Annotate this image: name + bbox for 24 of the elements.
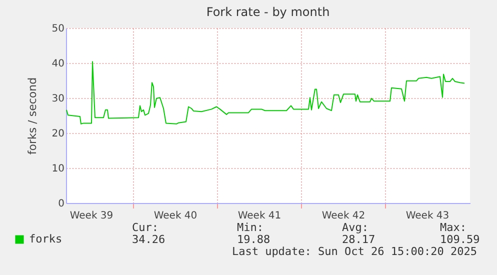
text: 19.88	[237, 233, 270, 246]
x-tick-label: Week 41	[238, 210, 282, 222]
y-tick-label: 0	[58, 198, 64, 210]
text: Avg:	[342, 221, 368, 234]
x-tick-label: Week 40	[154, 210, 198, 222]
text: 109.59	[440, 233, 480, 246]
text: Last update: Sun Oct 26 15:00:20 2025	[232, 245, 477, 258]
text: 34.26	[132, 233, 166, 246]
y-tick-label: 50	[52, 24, 64, 34]
legend-label: forks	[29, 232, 62, 246]
x-tick-label: Week 39	[70, 210, 114, 222]
y-tick-label: 40	[52, 58, 64, 70]
text: Min:	[237, 221, 264, 234]
y-axis-title: forks / second	[26, 77, 39, 155]
x-tick-label: Week 43	[406, 210, 450, 222]
y-tick-label: 10	[52, 164, 64, 174]
y-tick-label: 20	[52, 128, 64, 140]
text: Max:	[440, 221, 466, 234]
chart-title: Fork rate - by month	[206, 5, 330, 19]
text: Cur:	[132, 221, 158, 234]
x-tick-label: Week 42	[322, 210, 366, 222]
y-tick-label: 30	[52, 94, 64, 104]
line-series	[66, 61, 465, 124]
text: 28.17	[342, 233, 376, 246]
